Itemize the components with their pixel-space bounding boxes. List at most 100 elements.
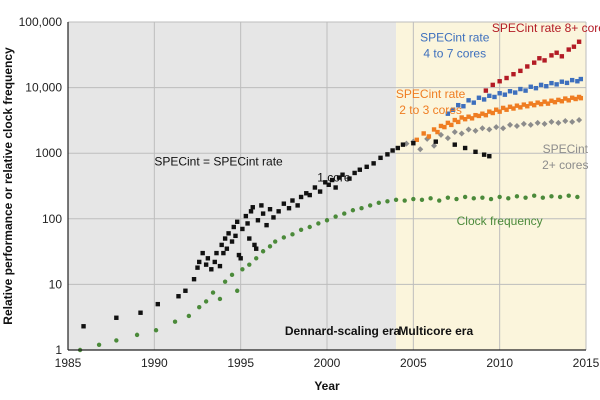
- data-point: [461, 104, 466, 109]
- data-point: [138, 310, 143, 315]
- data-point: [542, 99, 547, 104]
- y-tick-label: 1000: [35, 146, 62, 160]
- data-point: [483, 112, 489, 118]
- x-tick-label: 1985: [55, 356, 82, 370]
- y-axis-title: Relative performance or relative clock f…: [1, 47, 15, 325]
- data-point: [564, 80, 570, 86]
- data-point: [525, 104, 530, 109]
- data-point: [444, 135, 451, 142]
- data-point: [240, 226, 245, 232]
- data-point: [411, 141, 416, 146]
- data-point: [487, 154, 492, 159]
- data-point: [576, 39, 582, 44]
- data-point: [437, 198, 442, 203]
- data-point: [472, 127, 479, 134]
- data-point: [549, 80, 554, 86]
- data-point: [442, 124, 447, 130]
- data-point: [534, 119, 541, 126]
- data-point: [532, 102, 537, 108]
- data-point: [312, 185, 318, 190]
- data-point: [493, 124, 500, 131]
- data-point: [259, 203, 264, 208]
- data-point: [247, 236, 252, 241]
- data-point: [400, 142, 406, 147]
- x-tick-label: 2000: [314, 356, 341, 370]
- data-point: [559, 99, 565, 104]
- data-point: [393, 197, 399, 202]
- data-point: [209, 267, 214, 272]
- data-point: [507, 104, 513, 109]
- data-point: [523, 88, 528, 93]
- data-point: [545, 101, 551, 106]
- axes: [67, 22, 586, 351]
- data-point: [172, 319, 178, 324]
- data-point: [222, 279, 228, 284]
- data-point: [276, 209, 281, 214]
- data-point: [316, 221, 321, 226]
- data-point: [248, 209, 254, 214]
- data-point: [555, 119, 562, 126]
- data-point: [548, 118, 555, 125]
- data-point: [281, 235, 287, 240]
- data-point: [527, 121, 534, 128]
- data-point: [528, 101, 533, 106]
- data-point: [538, 82, 544, 88]
- data-point: [521, 102, 527, 107]
- data-point: [479, 125, 486, 132]
- data-point: [245, 221, 250, 226]
- data-point: [219, 242, 224, 248]
- data-point: [431, 127, 437, 132]
- data-point: [506, 196, 511, 201]
- data-point: [497, 79, 502, 84]
- data-point: [462, 116, 468, 122]
- data-point: [552, 99, 558, 105]
- data-point: [566, 193, 571, 198]
- data-point: [445, 111, 451, 116]
- data-point: [462, 145, 468, 151]
- data-point: [260, 211, 266, 216]
- data-point: [576, 117, 583, 124]
- data-point: [556, 97, 561, 103]
- data-point: [507, 89, 513, 94]
- data-point: [298, 194, 304, 200]
- data-point: [419, 197, 425, 202]
- data-point: [575, 194, 580, 200]
- data-point: [486, 126, 493, 133]
- data-point: [426, 134, 432, 139]
- data-point: [490, 82, 495, 88]
- data-point: [569, 95, 575, 100]
- data-point: [247, 262, 252, 267]
- data-point: [203, 299, 209, 304]
- data-point: [254, 246, 259, 251]
- data-point: [511, 72, 516, 77]
- data-point: [473, 112, 478, 118]
- data-point: [155, 301, 160, 307]
- data-point: [267, 207, 273, 212]
- data-point: [352, 170, 357, 176]
- data-point: [571, 44, 577, 49]
- series-label: Clock frequency: [457, 214, 543, 228]
- data-point: [235, 288, 240, 293]
- data-point: [454, 196, 459, 202]
- data-point: [267, 244, 273, 249]
- data-point: [255, 218, 261, 223]
- data-point: [214, 250, 219, 256]
- data-point: [317, 189, 323, 194]
- data-point: [114, 315, 119, 320]
- series-label: SPECint = SPECint rate: [154, 154, 283, 168]
- data-point: [554, 50, 559, 55]
- data-point: [462, 194, 468, 200]
- data-point: [451, 129, 458, 136]
- series-label: SPECint rate 8+ cores: [492, 21, 600, 35]
- y-tick-label: 100: [42, 212, 62, 226]
- data-point: [504, 107, 509, 112]
- data-point: [507, 121, 514, 128]
- data-point: [533, 85, 539, 91]
- series-label: 2+ cores: [542, 158, 588, 172]
- data-point: [238, 256, 243, 261]
- data-point: [492, 94, 497, 100]
- data-point: [378, 155, 383, 161]
- data-point: [323, 180, 328, 185]
- data-point: [376, 200, 381, 206]
